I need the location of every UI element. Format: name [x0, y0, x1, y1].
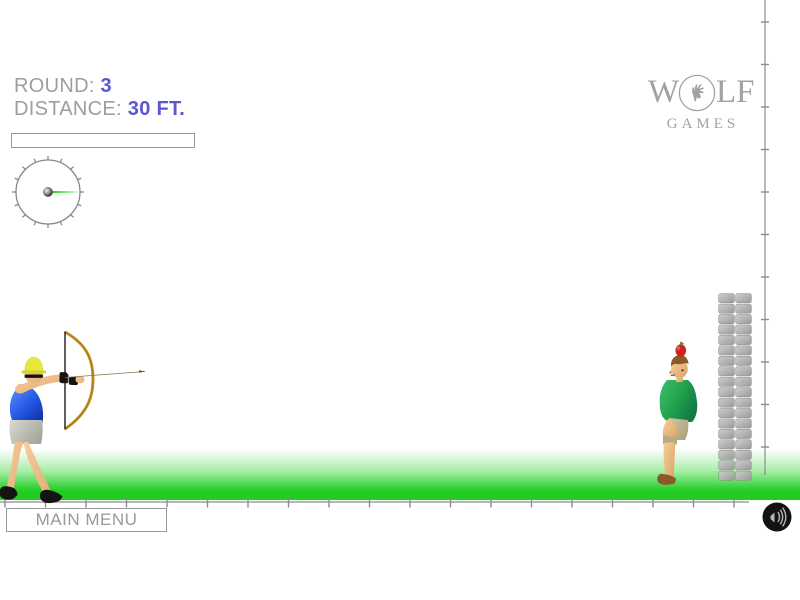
- svg-text:GAMES: GAMES: [667, 116, 740, 132]
- svg-text:W: W: [648, 74, 680, 110]
- svg-text:LF: LF: [716, 74, 755, 110]
